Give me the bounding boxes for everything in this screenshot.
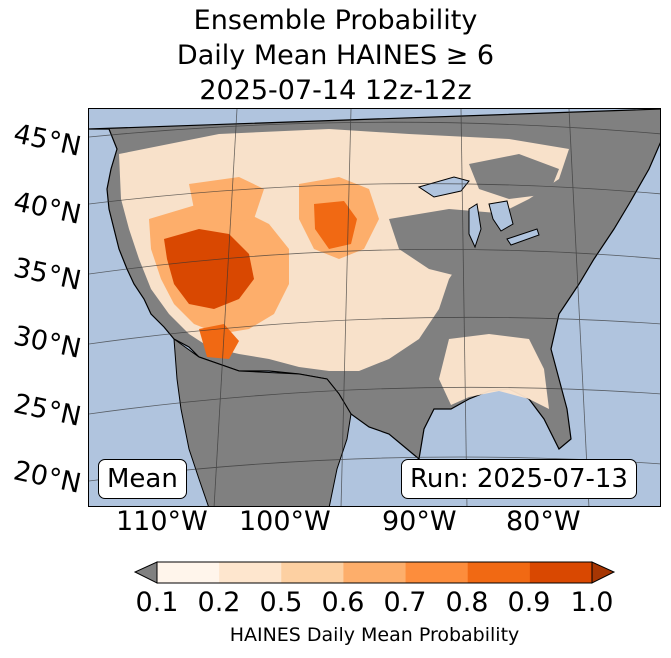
- colorbar-tick-4: 0.7: [383, 587, 427, 618]
- colorbar-cell-5: [467, 562, 531, 583]
- colorbar-tick-7: 1.0: [570, 587, 614, 618]
- lon-label-110: 110°W: [116, 506, 208, 537]
- lake-erie: [506, 228, 540, 246]
- graticule: [89, 109, 660, 506]
- map-canvas: [89, 109, 660, 506]
- colorbar-tick-3: 0.6: [321, 587, 365, 618]
- colorbar-frame: [156, 561, 593, 584]
- colorbar-tick-6: 0.9: [507, 587, 551, 618]
- colorbar-tick-1: 0.2: [197, 587, 241, 618]
- colorbar-cell-3: [343, 562, 407, 583]
- colorbar-tick-0: 0.1: [135, 587, 179, 618]
- colorbar-tick-5: 0.8: [445, 587, 489, 618]
- stat-label-box: Mean: [98, 459, 187, 499]
- run-label-box: Run: 2025-07-13: [401, 459, 637, 499]
- lon-label-90: 90°W: [382, 506, 457, 537]
- title-line-1: Ensemble Probability: [193, 5, 478, 36]
- lake-superior: [417, 176, 470, 198]
- colorbar-over-arrow: [591, 561, 616, 584]
- lon-label-80: 80°W: [506, 506, 581, 537]
- prob-band-high-arizona: [199, 324, 239, 359]
- probability-map[interactable]: [88, 108, 661, 507]
- low-patch-great-lakes: [469, 154, 559, 199]
- colorbar-cell-0: [157, 562, 220, 583]
- title-line-2: Daily Mean HAINES ≥ 6: [176, 40, 495, 71]
- lon-label-100: 100°W: [239, 506, 331, 537]
- title-line-3: 2025-07-14 12z-12z: [199, 75, 472, 106]
- colorbar-cell-1: [219, 562, 282, 583]
- prob-band-mid-montana: [189, 177, 264, 224]
- lake-michigan: [468, 203, 482, 249]
- prob-band-southeast: [439, 334, 549, 409]
- colorbar-tick-2: 0.5: [259, 587, 303, 618]
- prob-band-high-plains: [314, 201, 357, 249]
- prob-band-high: [164, 229, 254, 309]
- low-patch-east: [389, 199, 589, 289]
- colorbar-cell-4: [405, 562, 469, 583]
- colorbar-label: HAINES Daily Mean Probability: [229, 624, 520, 646]
- colorbar-under-arrow: [133, 561, 158, 584]
- lake-huron: [488, 200, 514, 232]
- colorbar-cell-6: [529, 562, 593, 583]
- colorbar-cell-2: [281, 562, 344, 583]
